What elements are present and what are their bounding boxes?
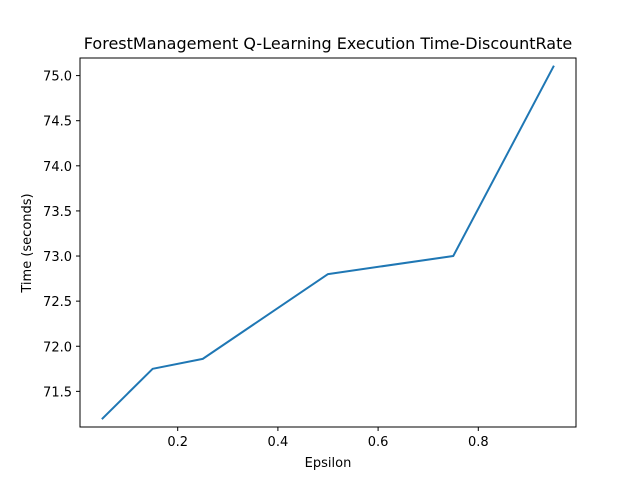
x-axis-label: Epsilon	[305, 456, 352, 471]
y-tick-label: 74.5	[43, 115, 72, 130]
y-tick-label: 72.0	[43, 340, 72, 355]
y-tick-label: 71.5	[43, 385, 72, 400]
y-tick-label: 72.5	[43, 295, 72, 310]
x-tick-label: 0.2	[167, 435, 188, 450]
y-axis-label: Time (seconds)	[20, 193, 35, 293]
x-tick-label: 0.4	[268, 435, 289, 450]
series-line-0	[101, 65, 555, 420]
plot-frame	[79, 57, 577, 428]
chart-title: ForestManagement Q-Learning Execution Ti…	[84, 34, 572, 53]
plot-area: 0.2 0.4 0.6 0.8 71.5 72.0 72.5 73.0 73.5 74.0 74.5…	[43, 57, 577, 450]
y-tick-label: 73.5	[43, 205, 72, 220]
x-tick-label: 0.8	[468, 435, 489, 450]
y-tick-label: 74.0	[43, 160, 72, 175]
x-tick-label: 0.6	[368, 435, 389, 450]
y-tick-label: 75.0	[43, 70, 72, 85]
y-tick-label: 73.0	[43, 250, 72, 265]
